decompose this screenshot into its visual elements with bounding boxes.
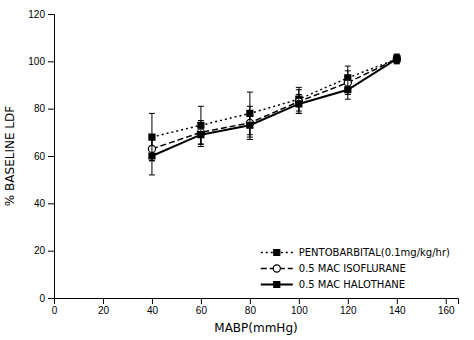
tick-mark — [397, 298, 398, 304]
tick: 120 — [28, 9, 54, 20]
legend-marker — [273, 265, 280, 272]
point — [149, 153, 155, 159]
point — [198, 132, 204, 138]
tick-label: 40 — [147, 305, 159, 316]
error-bar — [394, 54, 400, 63]
error-bar — [247, 106, 253, 139]
tick-label: 20 — [34, 245, 46, 256]
error-bar — [394, 54, 400, 63]
tick-mark — [152, 298, 153, 304]
tick-label: 80 — [34, 103, 46, 114]
tick: 100 — [28, 56, 54, 67]
y-axis: 0 20 40 60 80 100 120 — [28, 9, 54, 304]
tick: 140 — [389, 298, 406, 316]
y-axis-title: % BASELINE LDF — [3, 106, 17, 206]
tick-mark — [446, 298, 447, 304]
marks — [148, 54, 400, 175]
tick-label: 20 — [98, 305, 110, 316]
error-bar — [296, 94, 302, 113]
tick-mark — [48, 251, 54, 252]
tick-label: 140 — [389, 305, 406, 316]
line — [152, 59, 397, 137]
line — [152, 59, 397, 149]
series — [149, 54, 400, 161]
tick: 40 — [147, 298, 159, 316]
tick-mark — [48, 14, 54, 15]
tick-mark — [48, 203, 54, 204]
error-bar — [345, 80, 351, 99]
error-bar — [149, 137, 155, 175]
error-bar — [296, 90, 302, 114]
tick: 0 — [52, 298, 58, 316]
tick: 40 — [34, 198, 54, 209]
tick: 120 — [340, 298, 357, 316]
legend-item: 0.5 MAC ISOFLURANE — [261, 263, 406, 274]
legend-label: 0.5 MAC ISOFLURANE — [299, 263, 406, 274]
point — [394, 56, 400, 62]
tick: 160 — [438, 298, 455, 316]
tick-mark — [250, 298, 251, 304]
tick: 80 — [34, 103, 54, 114]
x-axis: 0 20 40 60 80 100 120 140 160 — [52, 298, 459, 316]
tick-label: 60 — [196, 305, 208, 316]
legend-marker — [274, 250, 280, 256]
tick-label: 120 — [28, 9, 45, 20]
tick-label: 160 — [438, 305, 455, 316]
tick-mark — [103, 298, 104, 304]
series — [148, 54, 400, 161]
plot: 0 20 40 60 80 100 120 140 160 0 20 40 60 80 100 120 PENT… — [28, 9, 458, 316]
tick-mark — [299, 298, 300, 304]
tick-mark — [201, 298, 202, 304]
legend-label: 0.5 MAC HALOTHANE — [299, 279, 405, 290]
tick-mark — [48, 298, 54, 299]
tick-label: 100 — [291, 305, 308, 316]
point — [394, 56, 400, 62]
point — [393, 55, 400, 62]
legend-label: PENTOBARBITAL(0.1mg/kg/hr) — [299, 247, 450, 258]
series — [149, 56, 400, 175]
tick: 0 — [39, 293, 54, 304]
tick: 80 — [245, 298, 257, 316]
legend-item: 0.5 MAC HALOTHANE — [261, 279, 405, 290]
chart: 0 20 40 60 80 100 120 140 160 0 20 40 60 80 100 120 PENT… — [0, 0, 474, 340]
legend-marker — [274, 282, 280, 288]
point — [296, 101, 302, 107]
point — [247, 122, 253, 128]
legend-item: PENTOBARBITAL(0.1mg/kg/hr) — [261, 247, 450, 258]
tick-label: 0 — [52, 305, 58, 316]
error-bar — [198, 123, 204, 147]
x-axis-title: MABP(mmHg) — [214, 321, 297, 335]
tick-mark — [48, 109, 54, 110]
tick-label: 120 — [340, 305, 357, 316]
error-bar — [247, 113, 253, 137]
tick-label: 100 — [28, 56, 45, 67]
tick: 20 — [34, 245, 54, 256]
tick: 20 — [98, 298, 110, 316]
tick-mark — [348, 298, 349, 304]
axis-line — [55, 299, 459, 305]
line — [152, 59, 397, 156]
tick-label: 60 — [34, 151, 46, 162]
tick: 100 — [291, 298, 308, 316]
tick: 60 — [34, 151, 54, 162]
tick-label: 40 — [34, 198, 46, 209]
error-bar — [394, 57, 400, 62]
tick-mark — [48, 156, 54, 157]
legend: PENTOBARBITAL(0.1mg/kg/hr) 0.5 MAC ISOFLU… — [261, 247, 450, 290]
tick-label: 0 — [39, 293, 45, 304]
tick-label: 80 — [245, 305, 257, 316]
tick: 60 — [196, 298, 208, 316]
tick-mark — [48, 61, 54, 62]
point — [345, 87, 351, 93]
axis-line — [48, 15, 55, 299]
